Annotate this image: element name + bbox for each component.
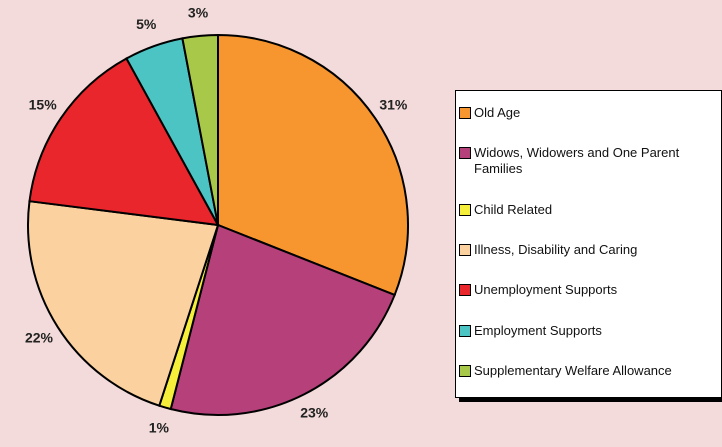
legend-swatch (459, 107, 471, 120)
pie-slice (27, 200, 220, 407)
pie-slice (28, 57, 220, 227)
legend-item: Widows, Widowers and One Parent Families (459, 145, 721, 177)
pie-slice (181, 33, 219, 226)
data-label: 22% (25, 329, 54, 345)
legend-label: Unemployment Supports (474, 282, 618, 298)
legend-label: Illness, Disability and Caring (474, 241, 638, 257)
legend-item: Unemployment Supports (459, 282, 721, 298)
legend-item: Supplementary Welfare Allowance (459, 363, 721, 379)
legend-label: Child Related (474, 201, 553, 217)
data-label: 23% (300, 405, 329, 421)
legend-label: Employment Supports (474, 322, 602, 338)
legend-swatch (459, 364, 471, 377)
pie-slice (217, 33, 409, 297)
legend-swatch (459, 147, 471, 160)
legend-label: Supplementary Welfare Allowance (474, 362, 672, 378)
legend-item: Old Age (459, 105, 721, 121)
legend-swatch (459, 203, 471, 216)
data-label: 1% (149, 419, 170, 435)
legend-item: Illness, Disability and Caring (459, 242, 721, 258)
data-label: 5% (136, 16, 157, 32)
legend: Old Age Widows, Widowers and One Parent F… (455, 90, 722, 398)
legend-swatch (459, 243, 471, 256)
pie-slice (169, 223, 396, 416)
legend-item: Employment Supports (459, 323, 721, 339)
legend-swatch (459, 284, 471, 297)
legend-label: Old Age (474, 105, 521, 121)
legend-item: Child Related (459, 202, 721, 218)
data-label: 3% (188, 5, 209, 21)
legend-swatch (459, 324, 471, 337)
data-label: 31% (379, 97, 408, 113)
data-label: 15% (29, 97, 58, 113)
legend-label: Widows, Widowers and One Parent Families (474, 145, 680, 177)
